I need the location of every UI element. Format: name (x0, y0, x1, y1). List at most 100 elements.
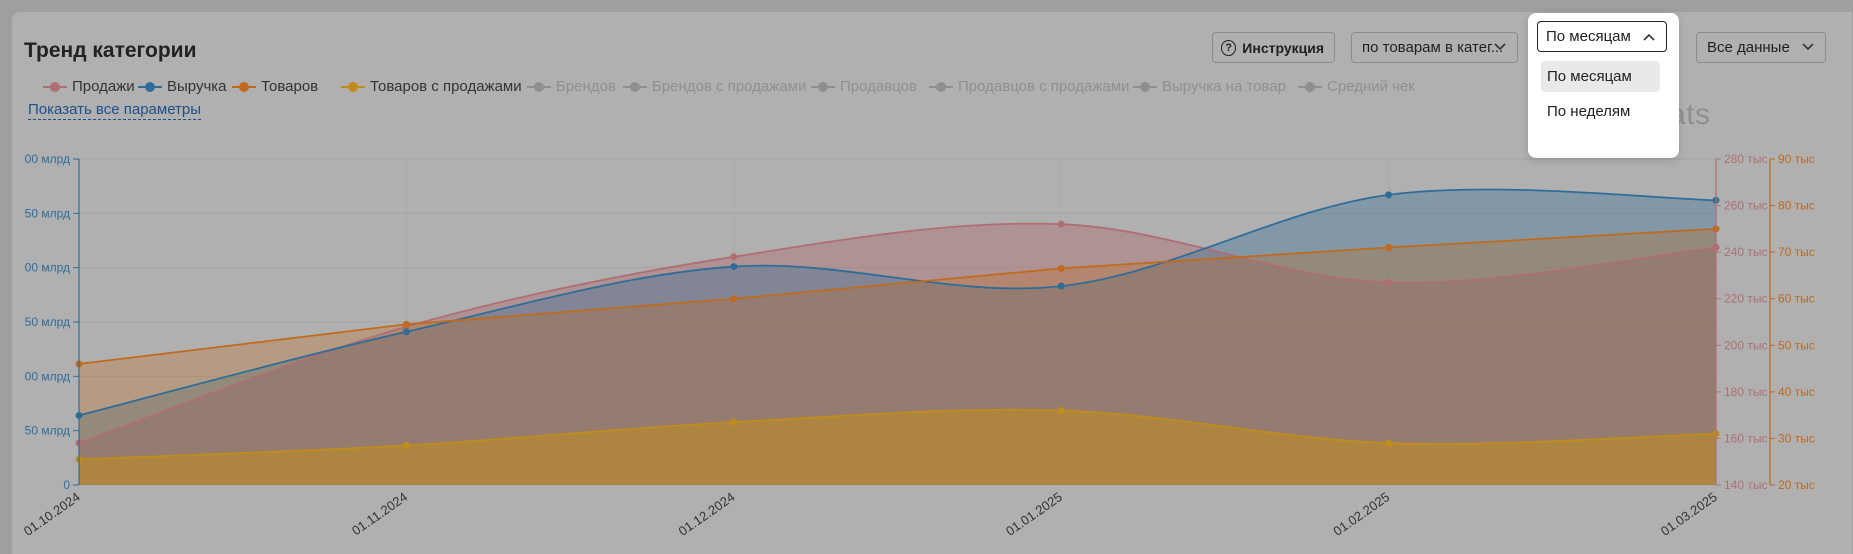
right-axis-sales-label: 280 тыс (1724, 152, 1767, 166)
right-axis-items-label: 70 тыс (1778, 245, 1815, 259)
legend-item[interactable]: Продавцов с продажами (928, 78, 1129, 95)
right-axis-sales-label: 260 тыс (1724, 199, 1767, 213)
legend-marker-icon (232, 81, 256, 92)
right-axis-items-label: 30 тыс (1778, 431, 1815, 445)
right-axis-items-label: 50 тыс (1778, 338, 1815, 352)
chevron-up-icon (1643, 33, 1655, 41)
legend-item[interactable]: Выручка на товар (1132, 78, 1286, 95)
data-point (730, 253, 738, 261)
series-area (79, 223, 1716, 485)
right-axis-sales-label: 180 тыс (1724, 385, 1767, 399)
x-axis-label: 01.03.2025 (1658, 489, 1720, 539)
legend-item[interactable]: Товаров (231, 78, 318, 95)
range-select-value: Все данные (1707, 39, 1790, 56)
right-axis-sales-label: 200 тыс (1724, 338, 1767, 352)
right-axis-items-label: 40 тыс (1778, 385, 1815, 399)
show-all-params-link[interactable]: Показать все параметры (28, 101, 202, 120)
period-option-weeks[interactable]: По неделям (1547, 103, 1631, 120)
x-axis-label: 01.10.2024 (21, 489, 83, 539)
legend-item[interactable]: Средний чек (1297, 78, 1415, 95)
left-axis-label: 50 млрд (25, 206, 70, 220)
right-axis-items-label: 80 тыс (1778, 199, 1815, 213)
data-point (402, 320, 410, 328)
series-area (79, 189, 1716, 485)
right-axis-items-label: 60 тыс (1778, 292, 1815, 306)
legend-item[interactable]: Брендов (526, 78, 616, 95)
series-area (79, 228, 1716, 485)
legend-marker-icon (341, 81, 365, 92)
legend-marker-icon (1133, 81, 1157, 92)
series-line (78, 227, 1717, 365)
range-select[interactable]: Все данные (1696, 32, 1826, 63)
period-dropdown: По месяцам По месяцам По неделям (1528, 13, 1679, 158)
legend-marker-icon (43, 81, 67, 92)
page-title: Тренд категории (24, 39, 197, 62)
series-line (78, 408, 1717, 461)
legend-label: Продавцов (840, 78, 917, 95)
data-point (1385, 191, 1393, 199)
data-point (730, 263, 738, 271)
legend-label: Продавцов с продажами (958, 78, 1130, 95)
x-axis-label: 01.01.2025 (1003, 489, 1065, 539)
x-axis-label: 01.11.2024 (349, 489, 410, 538)
data-point (1385, 278, 1393, 286)
data-point (1057, 406, 1065, 414)
instruction-label: Инструкция (1242, 39, 1324, 56)
chevron-down-icon (1494, 43, 1506, 51)
data-point (1057, 282, 1065, 290)
legend-label: Брендов с продажами (652, 78, 807, 95)
data-point (1057, 220, 1065, 228)
legend-marker-icon (527, 81, 551, 92)
data-point (402, 441, 410, 449)
legend-label: Выручка на товар (1162, 78, 1286, 95)
scope-select-value: по товарам в катег... (1362, 39, 1504, 56)
series-area (79, 409, 1716, 485)
right-axis-items-label: 90 тыс (1778, 152, 1815, 166)
legend-label: Товаров с продажами (370, 78, 522, 95)
data-point (1385, 243, 1393, 251)
data-point (1385, 439, 1393, 447)
period-select-value: По месяцам (1546, 28, 1631, 45)
legend-item[interactable]: Продавцов (810, 78, 917, 95)
data-point (730, 418, 738, 426)
right-axis-sales-label: 140 тыс (1724, 478, 1767, 492)
legend-label: Средний чек (1327, 78, 1415, 95)
legend-marker-icon (929, 81, 953, 92)
legend-item[interactable]: Товаров с продажами (340, 78, 522, 95)
right-axis-sales-label: 220 тыс (1724, 292, 1767, 306)
legend-item[interactable]: Продажи (42, 78, 135, 95)
legend-item[interactable]: Брендов с продажами (622, 78, 806, 95)
x-axis-label: 01.02.2025 (1330, 489, 1392, 539)
left-axis-label: 00 млрд (25, 152, 70, 166)
chevron-down-icon (1802, 43, 1814, 51)
left-axis-label: 00 млрд (25, 261, 70, 275)
left-axis-label: 50 млрд (25, 424, 70, 438)
period-option-months[interactable]: По месяцам (1541, 61, 1660, 92)
instruction-button[interactable]: ? Инструкция (1212, 32, 1335, 63)
legend-marker-icon (623, 81, 647, 92)
left-axis-label: 50 млрд (25, 315, 70, 329)
legend-label: Продажи (72, 78, 135, 95)
data-point (730, 295, 738, 303)
question-circle-icon: ? (1221, 39, 1237, 56)
x-axis-label: 01.12.2024 (676, 489, 738, 539)
legend-marker-icon (811, 81, 835, 92)
legend-item[interactable]: Выручка (137, 78, 227, 95)
legend-label: Выручка (167, 78, 227, 95)
right-axis-items-label: 20 тыс (1778, 478, 1815, 492)
right-axis-sales-label: 160 тыс (1724, 431, 1767, 445)
data-point (1057, 264, 1065, 272)
left-axis-label: 00 млрд (25, 369, 70, 383)
right-axis-sales-label: 240 тыс (1724, 245, 1767, 259)
legend-marker-icon (138, 81, 162, 92)
left-axis-label: 0 (63, 478, 70, 492)
series-line (78, 188, 1717, 417)
legend-label: Брендов (556, 78, 616, 95)
legend-label: Товаров (261, 78, 319, 95)
data-point (402, 328, 410, 336)
legend-marker-icon (1298, 81, 1322, 92)
scope-select[interactable]: по товарам в катег... (1351, 32, 1518, 63)
series-line (78, 222, 1717, 444)
period-select[interactable]: По месяцам (1537, 21, 1667, 52)
